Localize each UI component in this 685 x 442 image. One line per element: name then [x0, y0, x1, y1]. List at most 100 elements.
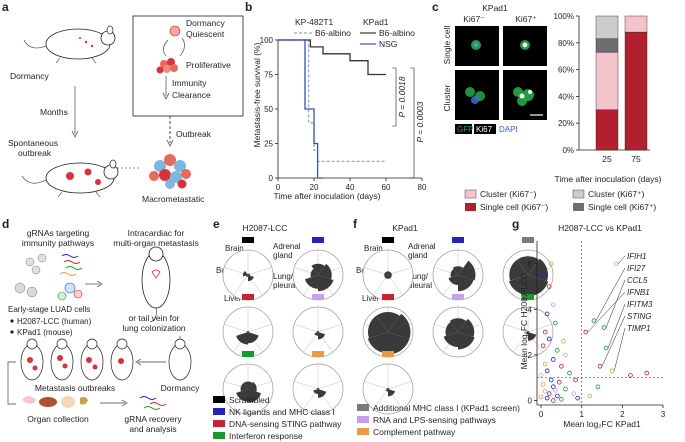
- d-grna-recovery-1: gRNA recovery: [124, 414, 182, 424]
- g-x-tick-label: 2: [620, 410, 625, 419]
- d-arrow-to-outbreaks-head: [135, 358, 142, 366]
- g-gene-leader: [587, 291, 626, 333]
- c-legend-single-pos: Single cell (Ki67⁺): [588, 202, 656, 212]
- e-radar-swatch-4: [312, 294, 324, 300]
- f-radar-wedge: [528, 331, 530, 333]
- legend-label-6: RNA and LPS-sensing pathways: [373, 415, 496, 425]
- e-radar-wedge: [240, 382, 248, 392]
- g-gene-leader: [618, 255, 626, 264]
- c-bar-25-seg-4: [595, 15, 619, 39]
- dormancy-box: [132, 15, 244, 117]
- b-x-tick-label: 80: [418, 183, 427, 192]
- e-label-lung-1: Lung/: [273, 272, 294, 281]
- d-tail-vein-1: or tail vein for: [128, 313, 179, 323]
- d-line-mouse: KPad1 (mouse): [17, 328, 73, 337]
- g-point-2: [591, 318, 597, 324]
- arrow-to-clearance-head: [162, 92, 170, 101]
- g-point-8: [628, 373, 633, 378]
- e-radar-spoke: [317, 381, 342, 390]
- g-point-32: [546, 391, 552, 396]
- c-legend-swatch-cluster-pos: [572, 189, 585, 199]
- g-gene-label-ifitm3: IFITM3: [627, 300, 653, 309]
- panel-d-letter: d: [2, 217, 9, 231]
- f-radar-wedge: [528, 258, 549, 282]
- e-radar-wedge: [247, 273, 249, 275]
- f-radar-wedge: [458, 318, 475, 337]
- e-radar-wedge: [317, 387, 319, 389]
- g-point-38: [571, 391, 576, 396]
- c-bar-25-seg-1: [595, 109, 619, 151]
- f-radar-wedge: [528, 332, 537, 341]
- c-legend-swatch-single-pos: [573, 203, 584, 211]
- panel-g-letter: g: [512, 217, 519, 231]
- legend-swatch-4: [213, 432, 225, 439]
- f-radar-wedge: [388, 313, 411, 339]
- stain-gfp-bg: [455, 124, 472, 134]
- c-y-tick-label: 60%: [558, 66, 574, 75]
- mouse-dormancy-icon: [23, 25, 116, 64]
- f-radar-wedge: [458, 260, 476, 281]
- e-title: H2087-LCC: [243, 223, 288, 233]
- b-legend-label-2: B6-albino: [379, 28, 415, 38]
- d-bullet-1: [10, 319, 14, 323]
- c-row-single: Single cell: [442, 26, 452, 65]
- c-y-tick-label: 100%: [554, 12, 574, 21]
- e-radar-wedge: [247, 330, 249, 332]
- b-y-tick-label: 25: [264, 140, 273, 149]
- f-radar-wedge: [388, 332, 410, 355]
- microscopy-grid: [455, 26, 547, 120]
- c-stain-ki67: Ki67: [476, 125, 493, 134]
- e-radar-spoke: [233, 274, 249, 296]
- b-bracket-1: [392, 67, 397, 127]
- b-bracket-2: [410, 67, 415, 179]
- c-x-tick-label: 75: [631, 154, 641, 164]
- d-tail-vein-2: lung colonization: [122, 323, 186, 333]
- g-point-20: [550, 357, 556, 362]
- e-radar-wedge: [311, 263, 325, 275]
- d-outbreaks: Metastasis outbreaks: [35, 383, 115, 393]
- f-radar-wedge: [449, 318, 467, 332]
- panel-b: b Metastasis-free survival (%) 0 25 50 75 10…: [245, 0, 427, 201]
- c-y-tick-label: 20%: [558, 119, 574, 128]
- g-point-36: [559, 397, 564, 402]
- legend-label-7: Complement pathway: [373, 427, 456, 437]
- d-bullet-2: [10, 330, 14, 334]
- legend-swatch-5: [357, 404, 369, 411]
- c-bar-75-seg-1: [624, 31, 648, 151]
- e-radar-spoke: [247, 324, 272, 333]
- f-radar-spoke: [364, 381, 389, 390]
- g-y-tick-label: 4: [528, 305, 533, 314]
- e-radar-spoke: [224, 324, 249, 333]
- b-y-tick-label: 50: [264, 105, 273, 114]
- panel-f: f KPad1 Brain Adrenal gland Bone Lung/ p…: [353, 217, 554, 415]
- c-bar-25-seg-3: [595, 38, 619, 53]
- mouse-dormancy-small-icon: [168, 338, 192, 381]
- g-point-31: [542, 389, 548, 394]
- f-radar-spoke: [373, 388, 389, 410]
- b-ylabel: Metastasis-free survival (%): [252, 42, 262, 147]
- arrow-to-proliferative: [163, 39, 169, 57]
- label-dormancy: Dormancy: [10, 71, 49, 81]
- g-point-29: [550, 384, 556, 390]
- e-label-adrenal-2: gland: [273, 251, 293, 260]
- g-gene-leader: [601, 315, 626, 367]
- c-y-tick-label: 80%: [558, 39, 574, 48]
- g-point-1: [613, 261, 619, 267]
- macrometastatic-cluster-icon: [149, 154, 191, 189]
- f-radar-wedge: [384, 275, 388, 279]
- d-dormancy: Dormancy: [161, 383, 200, 393]
- c-title: KPad1: [482, 3, 508, 13]
- d-intracardiac-1: Intracardiac for: [128, 228, 185, 238]
- g-point-23: [544, 368, 550, 374]
- c-legend-cluster-neg: Cluster (Ki67⁻): [480, 189, 537, 199]
- f-radar-swatch-4: [382, 294, 394, 300]
- e-radar-wedge: [316, 331, 318, 333]
- g-point-17: [540, 343, 546, 349]
- c-y-tick-label: 0%: [562, 146, 574, 155]
- g-point-39: [575, 395, 580, 401]
- e-radar-wedge: [318, 331, 320, 333]
- arrow-months-head: [71, 130, 79, 139]
- f-radar-wedge: [387, 387, 389, 389]
- e-radar-wedge: [246, 275, 248, 277]
- b-y-tick-label: 100: [260, 36, 274, 45]
